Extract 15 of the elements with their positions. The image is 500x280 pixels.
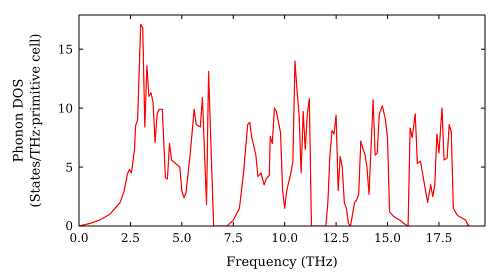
y-tick-label: 15 [58, 42, 73, 56]
x-tick-label: 5.0 [172, 231, 192, 245]
y-axis-title: Phonon DOS (States/THz·primitive cell) [12, 33, 44, 208]
x-tick-label: 10.0 [271, 231, 298, 245]
line-series [79, 24, 470, 226]
x-tick-label: 0.0 [69, 231, 89, 245]
y-tick-label: 5 [65, 160, 73, 174]
x-tick-label: 12.5 [322, 231, 350, 245]
x-tick-label: 15.0 [374, 231, 401, 245]
y-tick-label: 0 [65, 219, 73, 234]
x-tick-label: 7.5 [224, 231, 243, 245]
y-tick-label: 10 [58, 101, 73, 116]
x-tick-label: 17.5 [426, 231, 452, 245]
x-axis-title: Frequency (THz) [226, 255, 338, 270]
x-tick-label: 2.5 [120, 231, 140, 245]
